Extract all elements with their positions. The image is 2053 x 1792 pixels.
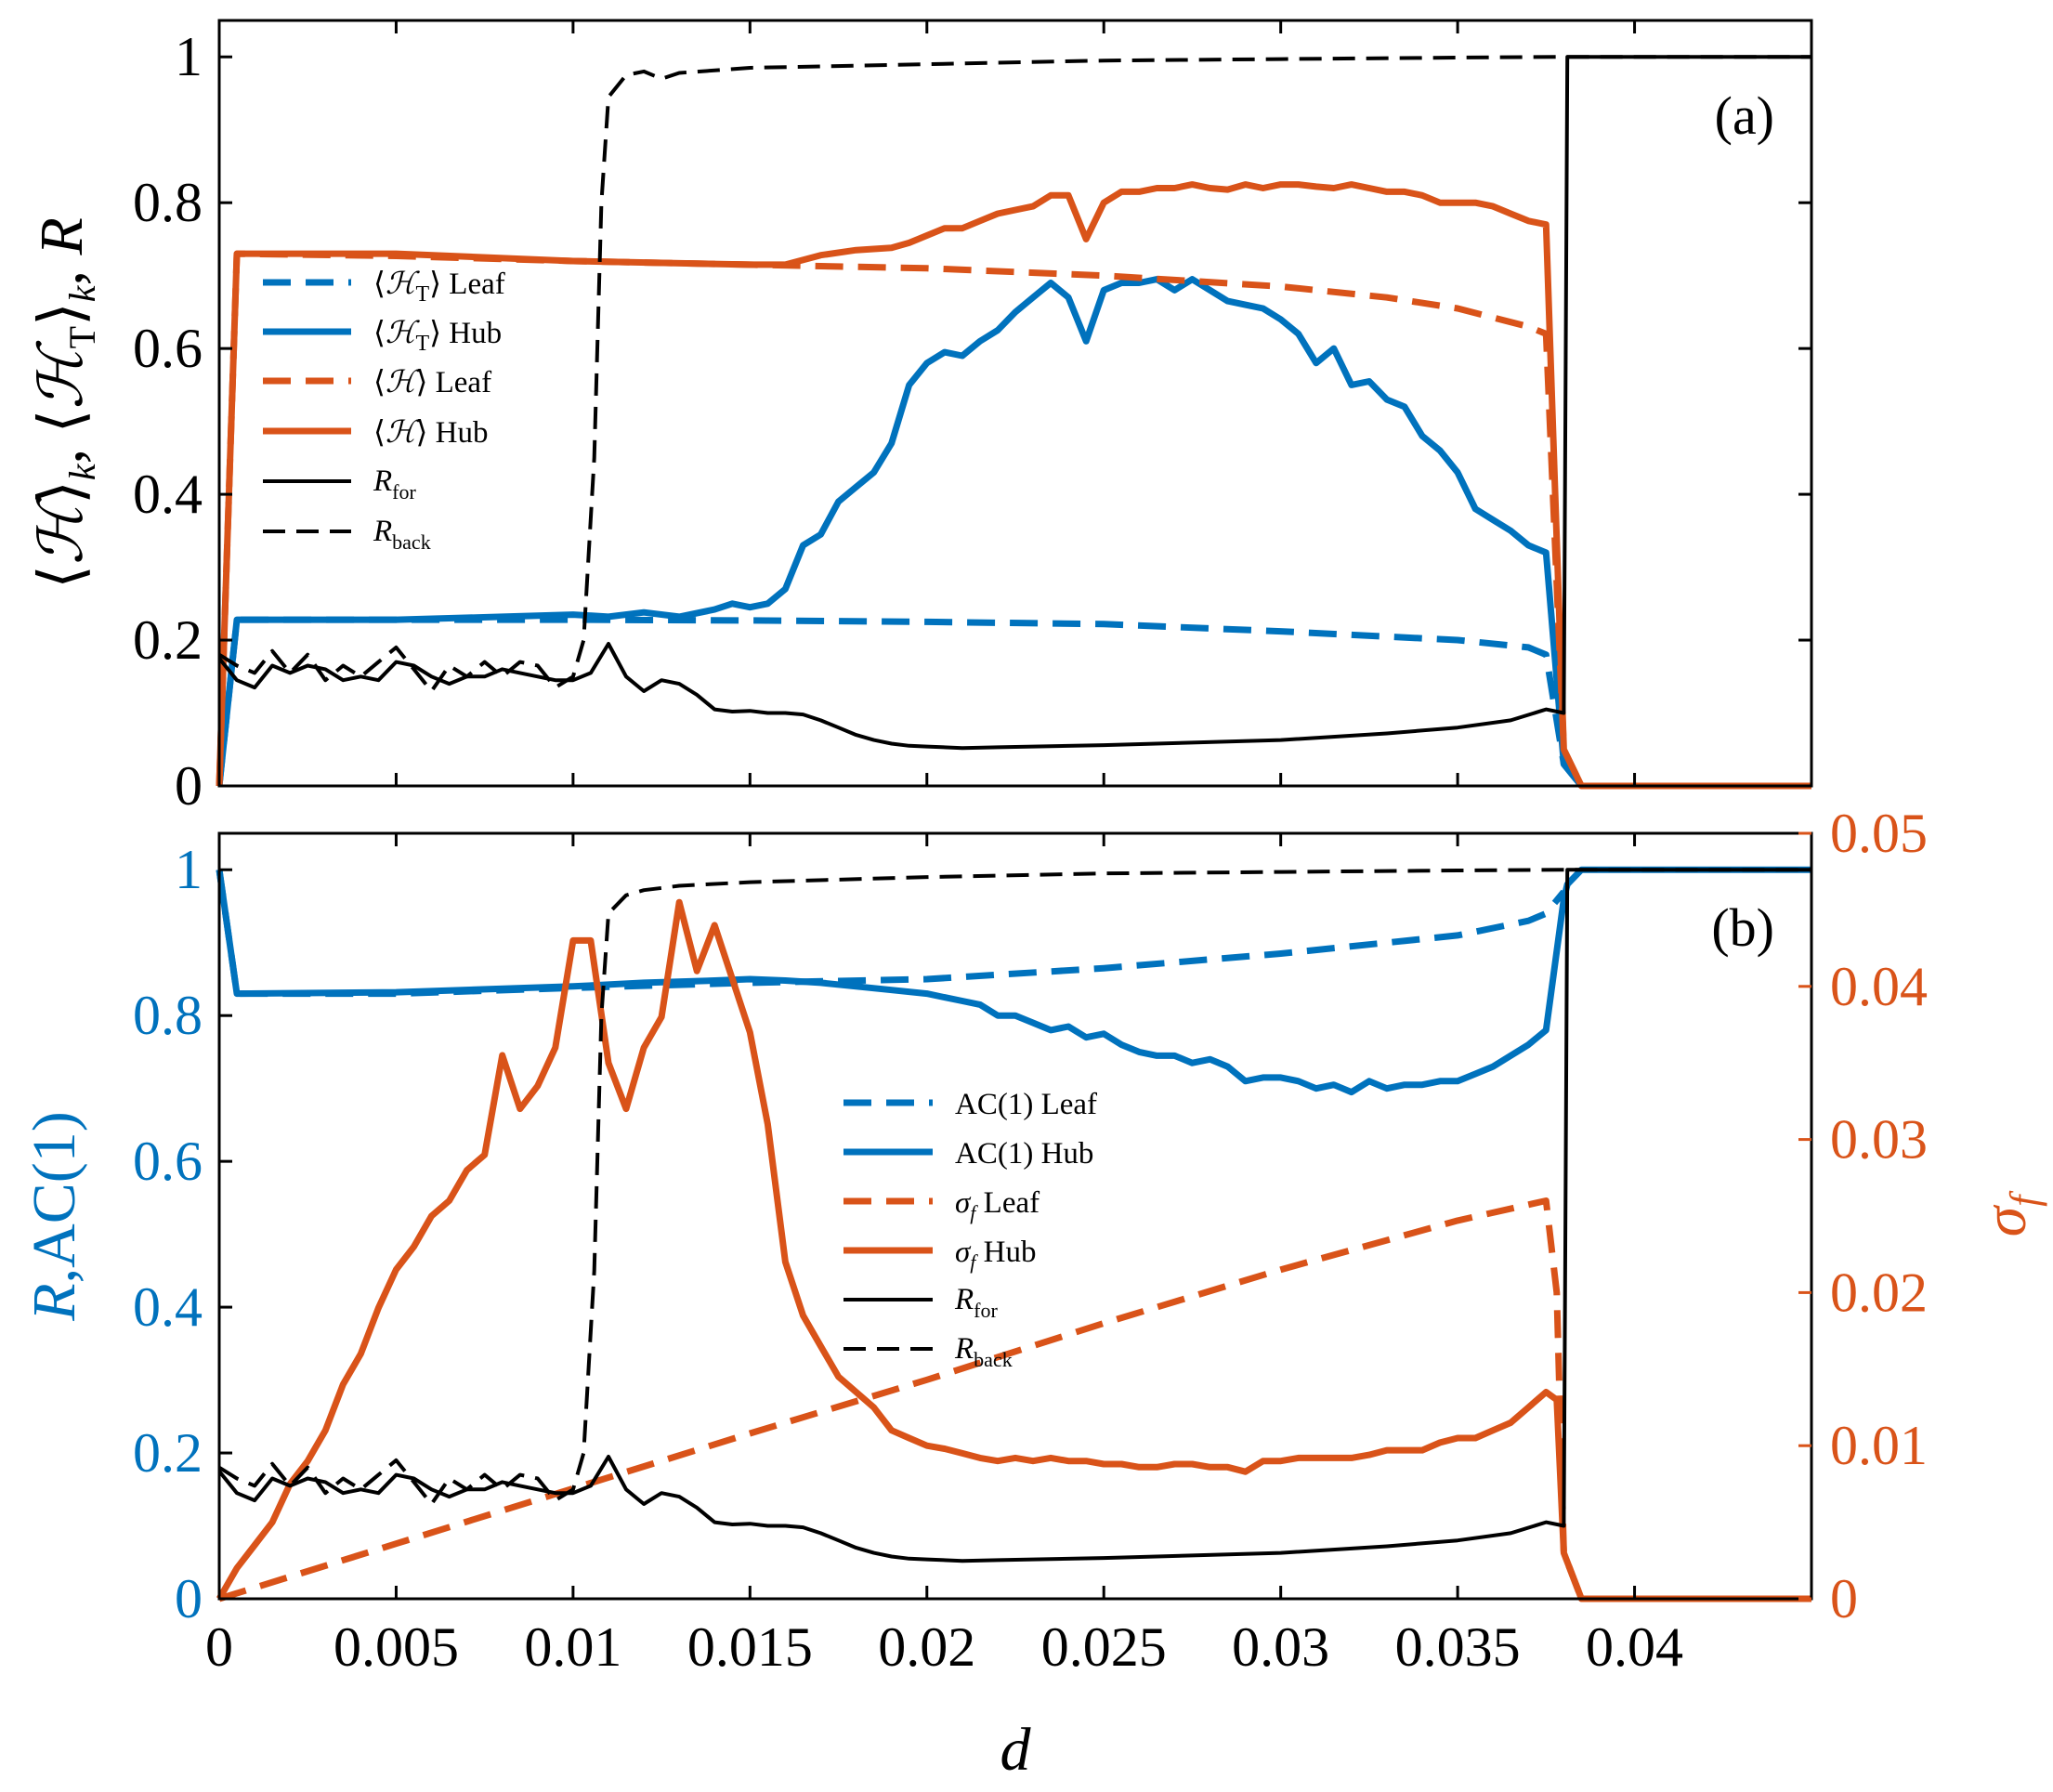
panel-a-ticks: 0 0.2 0.4 0.6 0.8 1 xyxy=(133,20,1811,817)
legend-b-label-0: AC(1) Leaf xyxy=(955,1088,1097,1121)
panel-b-ticks: 0 0.005 0.01 0.015 0.02 0.025 0.03 0.035 0.04 0 0.… xyxy=(133,803,1928,1678)
x-tick-label: 0.02 xyxy=(878,1616,975,1678)
y-tick-label: 0.2 xyxy=(133,1422,203,1484)
panel-a-frame xyxy=(217,19,1813,788)
series-line--t-hub xyxy=(216,276,1585,789)
x-tick-label: 0.025 xyxy=(1041,1616,1167,1678)
x-tick-label: 0.015 xyxy=(687,1616,813,1678)
legend-a-label-0: ⟨ℋT⟩ Leaf xyxy=(373,268,505,307)
legend-a-label-5: Rback xyxy=(373,515,431,554)
y-tick-label: 0.4 xyxy=(133,1276,203,1338)
panel-b-legend: AC(1) Leaf AC(1) Hub σf Leaf σf Hub Rfor… xyxy=(843,1088,1097,1371)
y-right-tick-label: 0.04 xyxy=(1830,956,1928,1017)
x-tick-label: 0.005 xyxy=(333,1616,459,1678)
y-right-tick-label: 0.01 xyxy=(1830,1415,1928,1476)
legend-a-label-4: Rfor xyxy=(373,464,416,504)
legend-a-label-2: ⟨ℋ⟩ Leaf xyxy=(373,366,491,399)
y-right-tick-label: 0.02 xyxy=(1830,1262,1928,1323)
y-tick-label: 1 xyxy=(175,839,203,900)
x-tick-label: 0.01 xyxy=(524,1616,621,1678)
x-tick-label: 0.035 xyxy=(1395,1616,1521,1678)
x-tick-label: 0.04 xyxy=(1586,1616,1683,1678)
y-tick-label: 0.4 xyxy=(133,464,203,525)
legend-a-label-1: ⟨ℋT⟩ Hub xyxy=(373,317,502,356)
series-line--f-leaf xyxy=(217,1197,1585,1602)
y-tick-label: 0.2 xyxy=(133,609,203,671)
legend-a-label-3: ⟨ℋ⟩ Hub xyxy=(373,416,488,450)
panel-b-frame xyxy=(217,831,1813,1601)
panel-b-ylabel: R,AC(1) xyxy=(20,1111,88,1321)
series-line--f-hub xyxy=(216,898,1811,1602)
panel-a-series xyxy=(216,55,1811,790)
panel-a-label: (a) xyxy=(1715,85,1774,146)
y-right-tick-label: 0.05 xyxy=(1830,803,1928,864)
series-line-ac-1-hub xyxy=(216,866,1811,1096)
y-tick-label: 1 xyxy=(175,26,203,87)
y-tick-label: 0 xyxy=(175,1568,203,1629)
panel-a-ylabel: ⟨ℋ⟩k, ⟨ℋT⟩k, R xyxy=(28,217,103,589)
y-right-tick-label: 0.03 xyxy=(1830,1109,1928,1171)
series-line--leaf xyxy=(216,250,1585,788)
panel-b-label: (b) xyxy=(1711,897,1774,958)
panel-a-legend: ⟨ℋT⟩ Leaf ⟨ℋT⟩ Hub ⟨ℋ⟩ Leaf ⟨ℋ⟩ Hub Rfor… xyxy=(263,268,505,554)
legend-b-label-1: AC(1) Hub xyxy=(955,1137,1093,1171)
series-line-rfor xyxy=(217,55,1811,751)
series-line-rfor xyxy=(217,868,1811,1563)
y-tick-label: 0 xyxy=(175,755,203,817)
panel-b-series xyxy=(216,866,1811,1602)
x-axis-label: d xyxy=(1000,1716,1032,1784)
y-tick-label: 0.6 xyxy=(133,1131,203,1192)
series-line-rback xyxy=(217,868,1811,1506)
series-line-rback xyxy=(217,55,1811,693)
legend-b-label-5: Rback xyxy=(954,1332,1013,1371)
legend-b-label-3: σf Hub xyxy=(955,1236,1037,1274)
panel-b: 0 0.005 0.01 0.015 0.02 0.025 0.03 0.035 0.04 0 0.… xyxy=(20,803,2047,1678)
legend-b-label-4: Rfor xyxy=(954,1283,998,1322)
y-tick-label: 0.8 xyxy=(133,985,203,1046)
x-tick-label: 0.03 xyxy=(1232,1616,1329,1678)
y-tick-label: 0.8 xyxy=(133,172,203,233)
series-line--hub xyxy=(216,181,1811,790)
y-tick-label: 0.6 xyxy=(133,318,203,379)
y-right-tick-label: 0 xyxy=(1830,1568,1858,1629)
x-tick-label: 0 xyxy=(205,1616,233,1678)
legend-b-label-2: σf Leaf xyxy=(955,1186,1040,1224)
panel-a: 0 0.2 0.4 0.6 0.8 1 (a) ⟨ℋ⟩k, ⟨ℋT⟩k, R ⟨ℋT⟩ L… xyxy=(28,19,1813,817)
